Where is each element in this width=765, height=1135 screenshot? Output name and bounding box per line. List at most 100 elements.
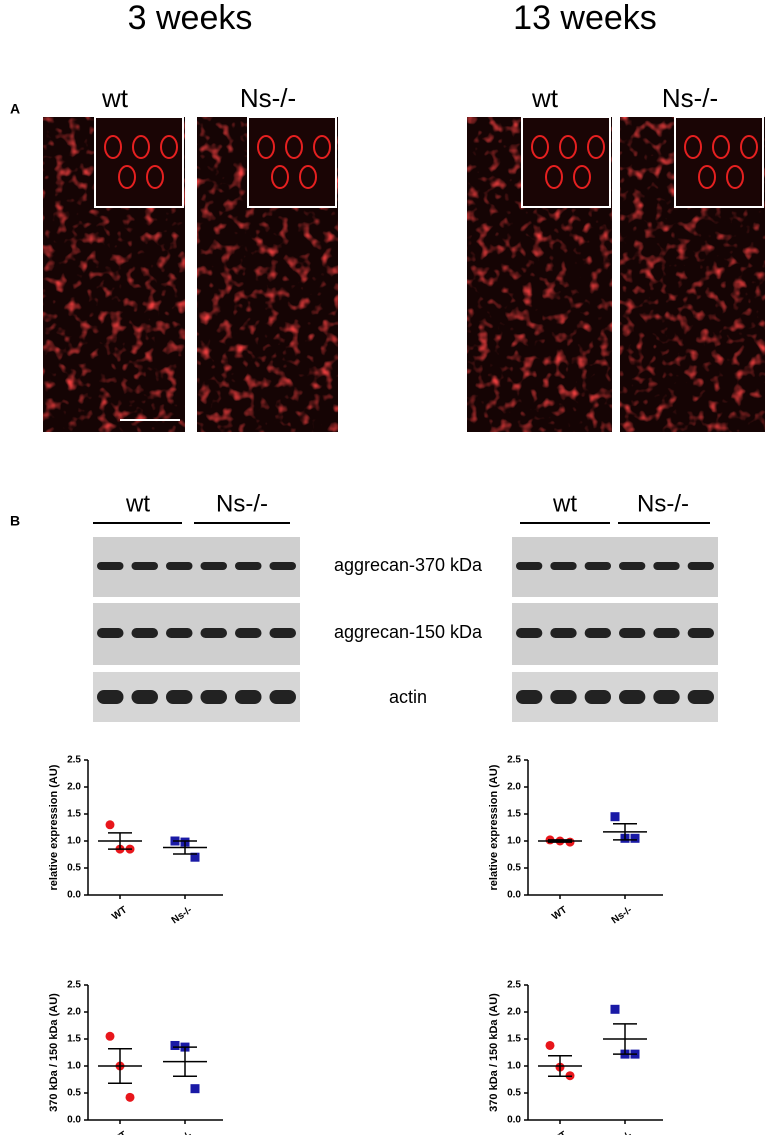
y-tick-label: 0.0 [507,1115,521,1126]
band [584,628,611,638]
data-point [610,812,620,822]
x-tick-label: Ns-/- [170,905,195,927]
x-tick-label: Ns-/- [170,1130,195,1135]
y-tick-label: 0.0 [67,890,81,901]
band [269,562,296,570]
y-tick-label: 1.0 [67,1061,81,1072]
blot [512,603,718,665]
image-label: Ns-/- [662,83,718,113]
inset [247,116,337,208]
blot-label: actin [389,687,427,707]
band [131,562,158,570]
data-point [630,833,640,843]
band [166,690,193,704]
band [166,562,193,570]
y-axis-label: relative expression (AU) [488,764,500,890]
cell [559,135,577,159]
cell [573,165,591,189]
cell [104,135,122,159]
data-point [170,1040,180,1050]
blot [512,672,718,722]
error-bar [173,1046,197,1078]
blot [512,537,718,597]
band [200,690,227,704]
band [619,562,646,570]
data-point [125,1092,135,1102]
y-tick-label: 1.5 [67,1034,81,1045]
y-tick-label: 2.5 [507,755,521,766]
error-bar [613,1023,637,1055]
cell [545,165,563,189]
cell [257,135,275,159]
blot-label: aggrecan-370 kDa [334,555,483,575]
blot [93,672,300,722]
band [550,628,577,638]
y-tick-label: 1.0 [507,836,521,847]
image-label: wt [531,83,559,113]
x-tick-label: WT [550,905,569,923]
band [516,628,543,638]
y-axis-label: 370 kDa / 150 kDa (AU) [48,993,60,1112]
error-bar [173,840,197,855]
image-label: wt [101,83,129,113]
band [235,562,262,570]
data-point [545,1040,555,1050]
lane-label: Ns-/- [637,490,689,517]
cell [132,135,150,159]
y-tick-label: 2.0 [67,1007,81,1018]
data-point [105,1031,115,1041]
blot-label: aggrecan-150 kDa [334,622,483,642]
cell [285,135,303,159]
y-tick-label: 0.0 [507,890,521,901]
y-tick-label: 2.5 [67,980,81,991]
panel-label: B [10,513,20,529]
band [269,690,296,704]
cell [712,135,730,159]
band [235,628,262,638]
band [687,628,714,638]
y-tick-label: 2.5 [67,755,81,766]
cell [726,165,744,189]
band [550,690,577,704]
cell [118,165,136,189]
data-point [105,820,115,830]
inset [674,116,764,208]
data-point [190,852,200,862]
error-bar [108,832,132,850]
cell [146,165,164,189]
band [619,690,646,704]
cell [531,135,549,159]
band [584,562,611,570]
cell [587,135,605,159]
band [269,628,296,638]
band [235,690,262,704]
x-tick-label: WT [550,1130,569,1135]
band [131,690,158,704]
error-bar [548,1054,572,1078]
y-tick-label: 0.5 [67,863,81,874]
y-tick-label: 2.5 [507,980,521,991]
data-point [610,1004,620,1014]
cell [740,135,758,159]
y-tick-label: 2.0 [507,782,521,793]
x-tick-label: Ns-/- [610,905,635,927]
y-tick-label: 1.0 [507,1061,521,1072]
x-tick-label: Ns-/- [610,1130,635,1135]
column-title: 13 weeks [513,0,657,37]
band [619,628,646,638]
y-tick-label: 1.5 [507,809,521,820]
band [516,690,543,704]
blot [93,537,300,597]
band [97,690,124,704]
y-tick-label: 0.5 [67,1088,81,1099]
data-point [190,1084,200,1094]
band [131,628,158,638]
y-tick-label: 2.0 [67,782,81,793]
image-label: Ns-/- [240,83,296,113]
lane-label: wt [125,490,150,517]
y-tick-label: 0.5 [507,1088,521,1099]
band [97,628,124,638]
band [687,690,714,704]
band [200,562,227,570]
